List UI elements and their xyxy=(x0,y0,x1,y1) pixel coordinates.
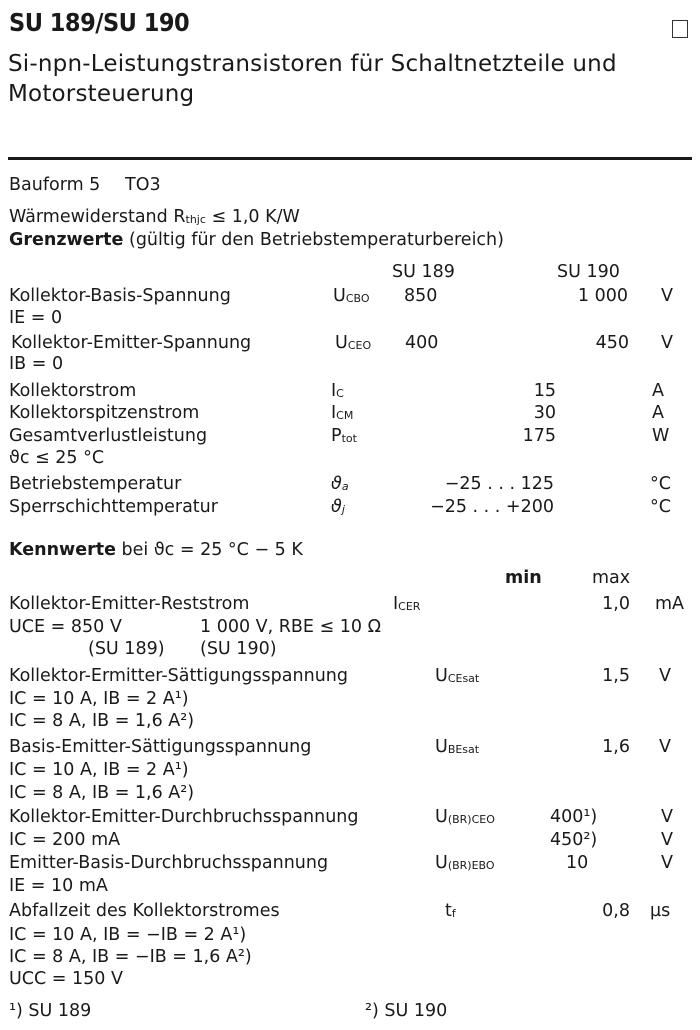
param-symbol: UCBO xyxy=(333,286,370,306)
value: 175 xyxy=(522,426,556,446)
condition-note: (SU 190) xyxy=(200,639,277,659)
unit: µs xyxy=(650,901,671,921)
param-symbol: UCEsat xyxy=(435,666,480,686)
condition: IC = 8 A, IB = 1,6 A²) xyxy=(9,783,195,803)
unit: V xyxy=(659,666,671,686)
unit: V xyxy=(661,830,673,850)
unit: A xyxy=(652,381,664,401)
value-su190: 450 xyxy=(595,333,629,353)
condition: ϑc ≤ 25 °C xyxy=(9,448,105,468)
condition: IE = 10 mA xyxy=(9,876,108,896)
condition: IE = 0 xyxy=(9,308,63,328)
thermal-resistance: Wärmewiderstand Rthjc ≤ 1,0 K/W xyxy=(9,207,300,227)
value-max: 1,5 xyxy=(602,666,630,686)
value-min: 10 xyxy=(566,853,589,873)
value-min: 450²) xyxy=(550,830,598,850)
condition-note: (SU 189) xyxy=(88,639,165,659)
col-su190: SU 190 xyxy=(557,262,620,282)
param-name: Kollektor-Emitter-Durchbruchsspannung xyxy=(9,807,359,827)
footnote: ¹) SU 189 xyxy=(9,1001,92,1021)
param-symbol: U(BR)EBO xyxy=(435,853,495,873)
param-name: Betriebstemperatur xyxy=(9,474,182,494)
condition: IB = 0 xyxy=(9,354,64,374)
condition: IC = 8 A, IB = 1,6 A²) xyxy=(9,711,195,731)
value: −25 . . . +200 xyxy=(430,497,554,517)
param-name: Abfallzeit des Kollektorstromes xyxy=(9,901,280,921)
param-name: Kollektor-Ermitter-Sättigungsspannung xyxy=(9,666,348,686)
value: −25 . . . 125 xyxy=(444,474,554,494)
value-su190: 1 000 xyxy=(577,286,628,306)
page-title: SU 189/SU 190 xyxy=(9,8,190,37)
unit: V xyxy=(659,737,671,757)
condition: IC = 8 A, IB = −IB = 1,6 A²) xyxy=(9,947,252,967)
unit: V xyxy=(661,853,673,873)
condition: IC = 10 A, IB = 2 A¹) xyxy=(9,689,189,709)
col-max: max xyxy=(592,568,631,588)
divider xyxy=(8,157,692,160)
unit: V xyxy=(661,807,673,827)
condition: IC = 10 A, IB = 2 A¹) xyxy=(9,760,189,780)
unit: A xyxy=(652,403,664,423)
value-min: 400¹) xyxy=(550,807,598,827)
condition: IC = 10 A, IB = −IB = 2 A¹) xyxy=(9,925,247,945)
param-symbol: ICM xyxy=(331,403,354,423)
param-symbol: ICER xyxy=(393,594,421,614)
value-max: 0,8 xyxy=(602,901,630,921)
empty-square-icon xyxy=(672,20,688,38)
param-name: Kollektorstrom xyxy=(9,381,137,401)
unit: mA xyxy=(655,594,685,614)
param-name: Kollektor-Basis-Spannung xyxy=(9,286,231,306)
value-max: 1,6 xyxy=(602,737,630,757)
value-su189: 400 xyxy=(405,333,439,353)
param-symbol: Ptot xyxy=(331,426,357,446)
param-name: Gesamtverlustleistung xyxy=(9,426,208,446)
unit: °C xyxy=(650,474,671,494)
param-symbol: tf xyxy=(445,901,456,921)
param-name: Kollektor-Emitter-Spannung xyxy=(11,333,252,353)
param-symbol: UBEsat xyxy=(435,737,480,757)
footnote: ²) SU 190 xyxy=(365,1001,448,1021)
package-value: TO3 xyxy=(125,175,161,195)
param-name: Basis-Emitter-Sättigungsspannung xyxy=(9,737,312,757)
col-su189: SU 189 xyxy=(392,262,455,282)
unit: V xyxy=(661,286,673,306)
condition: UCC = 150 V xyxy=(9,969,123,989)
limits-heading: Grenzwerte (gültig für den Betriebstempe… xyxy=(9,230,504,250)
param-name: Sperrschichttemperatur xyxy=(9,497,218,517)
param-symbol: ϑa xyxy=(331,474,349,494)
param-symbol: U(BR)CEO xyxy=(435,807,495,827)
param-name: Emitter-Basis-Durchbruchsspannung xyxy=(9,853,329,873)
condition: IC = 200 mA xyxy=(9,830,121,850)
subtitle: Si-npn-Leistungstransistoren für Schaltn… xyxy=(8,51,617,77)
param-symbol: IC xyxy=(331,381,344,401)
unit: W xyxy=(652,426,670,446)
condition: 1 000 V, RBE ≤ 10 Ω xyxy=(200,617,381,637)
param-name: Kollektorspitzenstrom xyxy=(9,403,200,423)
value-su189: 850 xyxy=(404,286,438,306)
package-label: Bauform 5 xyxy=(9,175,101,195)
unit: V xyxy=(661,333,673,353)
param-name: Kollektor-Emitter-Reststrom xyxy=(9,594,250,614)
col-min: min xyxy=(505,568,542,588)
value: 15 xyxy=(533,381,556,401)
unit: °C xyxy=(650,497,671,517)
value-max: 1,0 xyxy=(602,594,630,614)
subtitle-line2: Motorsteuerung xyxy=(8,81,195,107)
characteristics-heading: Kennwerte bei ϑc = 25 °C − 5 K xyxy=(9,540,303,560)
param-symbol: UCEO xyxy=(335,333,372,353)
condition: UCE = 850 V xyxy=(9,617,122,637)
value: 30 xyxy=(533,403,556,423)
param-symbol: ϑj xyxy=(331,497,345,517)
